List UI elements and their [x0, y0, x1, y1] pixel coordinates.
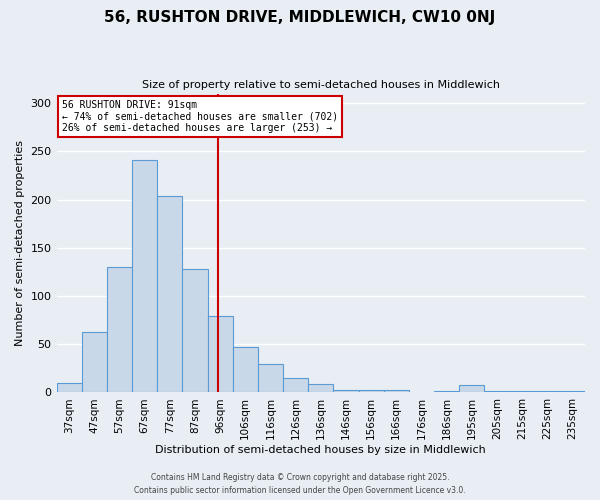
Bar	[56, 383, 82, 392]
Bar	[283, 378, 308, 392]
Bar	[182, 269, 208, 392]
Title: Size of property relative to semi-detached houses in Middlewich: Size of property relative to semi-detach…	[142, 80, 500, 90]
Bar	[208, 316, 233, 392]
Bar	[132, 160, 157, 392]
Bar	[383, 390, 409, 392]
Bar	[107, 267, 132, 392]
Bar	[434, 390, 459, 392]
X-axis label: Distribution of semi-detached houses by size in Middlewich: Distribution of semi-detached houses by …	[155, 445, 486, 455]
Bar	[258, 364, 283, 392]
Bar	[509, 390, 535, 392]
Bar	[334, 390, 359, 392]
Text: Contains HM Land Registry data © Crown copyright and database right 2025.
Contai: Contains HM Land Registry data © Crown c…	[134, 474, 466, 495]
Text: 56 RUSHTON DRIVE: 91sqm
← 74% of semi-detached houses are smaller (702)
26% of s: 56 RUSHTON DRIVE: 91sqm ← 74% of semi-de…	[62, 100, 338, 132]
Y-axis label: Number of semi-detached properties: Number of semi-detached properties	[15, 140, 25, 346]
Bar	[157, 196, 182, 392]
Bar	[82, 332, 107, 392]
Bar	[308, 384, 334, 392]
Bar	[359, 390, 383, 392]
Bar	[233, 347, 258, 393]
Text: 56, RUSHTON DRIVE, MIDDLEWICH, CW10 0NJ: 56, RUSHTON DRIVE, MIDDLEWICH, CW10 0NJ	[104, 10, 496, 25]
Bar	[459, 384, 484, 392]
